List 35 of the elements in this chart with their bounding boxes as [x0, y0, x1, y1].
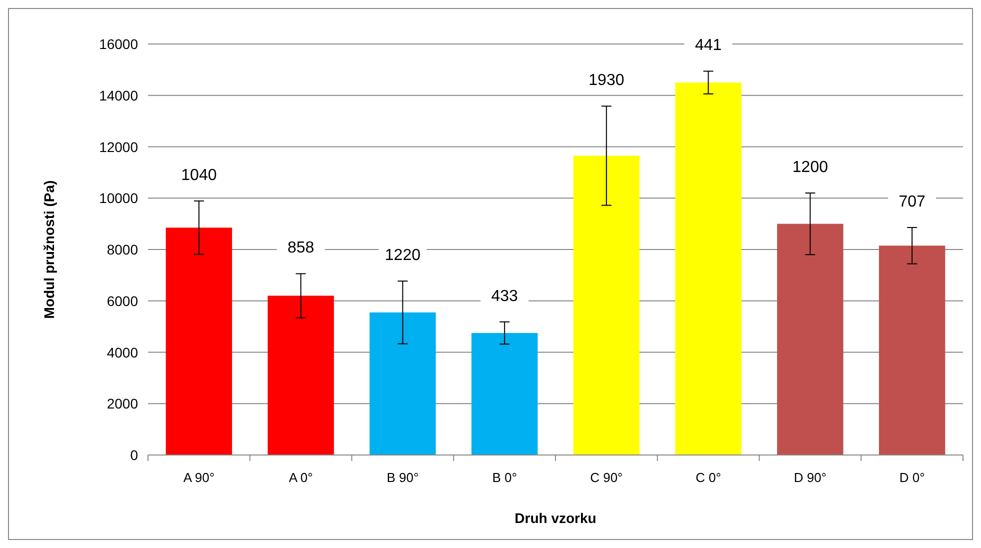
annotation: 1200 — [792, 158, 828, 176]
x-tick-label: A 0° — [288, 470, 313, 485]
x-axis-title: Druh vzorku — [514, 510, 596, 526]
bar — [268, 296, 334, 455]
bar — [878, 246, 946, 455]
y-tick-label: 6000 — [106, 292, 138, 309]
annotation: 858 — [287, 240, 314, 257]
x-tick-label: D 0° — [899, 470, 925, 485]
y-tick-label: 0 — [130, 447, 138, 463]
x-tick-label: B 0° — [492, 470, 517, 485]
y-tick-label: 8000 — [106, 242, 138, 258]
annotation: 1040 — [181, 166, 217, 184]
y-tick-label: 2000 — [106, 396, 138, 412]
bar — [166, 228, 232, 455]
x-tick-label: B 90° — [386, 470, 419, 485]
y-tick-label: 4000 — [106, 344, 138, 360]
annotation: 1930 — [588, 72, 624, 90]
bar — [777, 224, 844, 455]
x-tick-label: C 0° — [696, 470, 722, 485]
y-tick-label: 16000 — [99, 36, 138, 52]
annotation: 441 — [694, 37, 722, 54]
x-tick-label: D 90° — [794, 470, 827, 485]
y-axis-title: Modul pružnosti (Pa) — [41, 180, 57, 319]
y-tick-label: 10000 — [99, 190, 138, 206]
y-tick-label: 14000 — [99, 87, 138, 104]
bar — [370, 312, 436, 455]
x-tick-label: A 90° — [183, 470, 215, 485]
bar — [573, 156, 640, 455]
x-tick-label: C 90° — [590, 470, 623, 485]
bar — [471, 332, 538, 455]
bar — [675, 82, 742, 455]
y-tick-label: 12000 — [99, 138, 138, 155]
annotation: 707 — [898, 193, 926, 210]
annotation: 433 — [491, 288, 518, 305]
annotation: 1220 — [384, 247, 421, 264]
